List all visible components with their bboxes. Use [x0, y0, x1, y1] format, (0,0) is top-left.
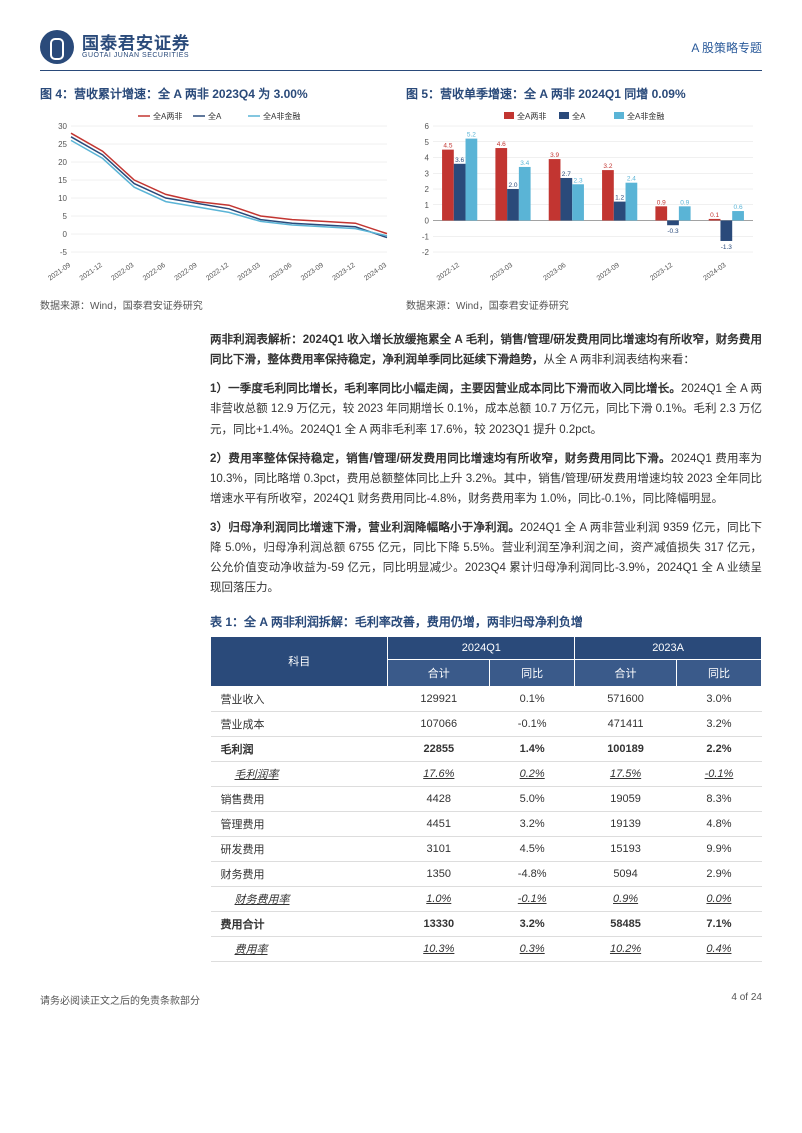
svg-text:-5: -5 — [60, 248, 68, 257]
svg-text:全A非金融: 全A非金融 — [627, 111, 664, 121]
svg-text:0: 0 — [425, 217, 430, 226]
svg-text:0: 0 — [63, 230, 68, 239]
svg-text:-1: -1 — [422, 232, 430, 241]
svg-text:20: 20 — [58, 158, 67, 167]
svg-text:25: 25 — [58, 140, 67, 149]
svg-text:-1.3: -1.3 — [721, 244, 733, 251]
svg-text:全A两非: 全A两非 — [153, 111, 182, 121]
disclaimer: 请务必阅读正文之后的免责条款部分 — [40, 992, 200, 1007]
svg-text:1.2: 1.2 — [615, 195, 624, 202]
paragraph-2: 1）一季度毛利同比增长，毛利率同比小幅走阔，主要因营业成本同比下滑而收入同比增长… — [210, 379, 762, 439]
svg-text:全A非金融: 全A非金融 — [263, 111, 300, 121]
chart-5-title: 图 5：营收单季增速：全 A 两非 2024Q1 同增 0.09% — [406, 85, 762, 102]
svg-text:全A: 全A — [572, 111, 586, 121]
chart-4-svg: -5 0 5 10 15 20 25 30 2021-09 2021-12 2022-03 2022-… — [40, 108, 396, 288]
table-row: 销售费用44285.0%190598.3% — [211, 786, 762, 811]
chart-5: 图 5：营收单季增速：全 A 两非 2024Q1 同增 0.09% -2 -1 0 1… — [406, 85, 762, 312]
svg-text:5: 5 — [63, 212, 68, 221]
chart-4-title: 图 4：营收累计增速：全 A 两非 2023Q4 为 3.00% — [40, 85, 396, 102]
svg-text:10: 10 — [58, 194, 67, 203]
svg-text:0.9: 0.9 — [680, 199, 689, 206]
table-row: 财务费用率1.0%-0.1%0.9%0.0% — [211, 886, 762, 911]
svg-text:1: 1 — [425, 201, 430, 210]
svg-text:2021-12: 2021-12 — [79, 262, 104, 283]
charts-row: 图 4：营收累计增速：全 A 两非 2023Q4 为 3.00% -505101… — [40, 85, 762, 312]
svg-text:5.2: 5.2 — [467, 132, 476, 139]
svg-text:2022-06: 2022-06 — [142, 262, 167, 283]
svg-text:0.1: 0.1 — [710, 212, 719, 219]
svg-text:2023-06: 2023-06 — [542, 262, 567, 283]
svg-text:3.4: 3.4 — [520, 160, 529, 167]
paragraph-4: 3）归母净利润同比增速下滑，营业利润降幅略小于净利润。2024Q1 全 A 两非… — [210, 518, 762, 599]
svg-text:2.3: 2.3 — [574, 177, 583, 184]
body-text: 两非利润表解析：2024Q1 收入增长放缓拖累全 A 毛利，销售/管理/研发费用… — [210, 330, 762, 599]
table-row: 营业收入1299210.1%5716003.0% — [211, 686, 762, 711]
svg-text:0.6: 0.6 — [734, 204, 743, 211]
table-1: 科目2024Q12023A合计同比合计同比营业收入1299210.1%57160… — [210, 636, 762, 962]
svg-text:3: 3 — [425, 169, 430, 178]
svg-text:2.0: 2.0 — [508, 182, 517, 189]
table-1-title: 表 1：全 A 两非利润拆解：毛利率改善，费用仍增，两非归母净利负增 — [210, 613, 762, 630]
doc-type: A 股策略专题 — [691, 39, 762, 56]
svg-text:2022-03: 2022-03 — [110, 262, 135, 283]
svg-text:2023-09: 2023-09 — [596, 262, 621, 283]
svg-text:2022-09: 2022-09 — [173, 262, 198, 283]
svg-text:3.2: 3.2 — [603, 163, 612, 170]
svg-text:2023-03: 2023-03 — [237, 262, 262, 283]
svg-text:全A两非: 全A两非 — [517, 111, 546, 121]
logo: 国泰君安证券 GUOTAI JUNAN SECURITIES — [40, 30, 190, 64]
svg-text:2023-09: 2023-09 — [300, 262, 325, 283]
svg-text:0.9: 0.9 — [657, 199, 666, 206]
chart-4: 图 4：营收累计增速：全 A 两非 2023Q4 为 3.00% -5 0 5 10 1… — [40, 85, 396, 312]
svg-text:5: 5 — [425, 138, 430, 147]
footer: 请务必阅读正文之后的免责条款部分 4 of 24 — [40, 984, 762, 1007]
svg-text:6: 6 — [425, 122, 430, 131]
svg-text:2024-03: 2024-03 — [702, 262, 727, 283]
company-name-cn: 国泰君安证券 — [82, 35, 190, 52]
table-row: 费用合计133303.2%584857.1% — [211, 911, 762, 936]
svg-text:2.4: 2.4 — [627, 176, 636, 183]
svg-text:2: 2 — [425, 185, 430, 194]
svg-text:2023-12: 2023-12 — [649, 262, 674, 283]
table-row: 毛利润率17.6%0.2%17.5%-0.1% — [211, 761, 762, 786]
paragraph-1: 两非利润表解析：2024Q1 收入增长放缓拖累全 A 毛利，销售/管理/研发费用… — [210, 330, 762, 370]
svg-text:15: 15 — [58, 176, 67, 185]
table-row: 研发费用31014.5%151939.9% — [211, 836, 762, 861]
chart-4-source: 数据来源：Wind，国泰君安证券研究 — [40, 297, 396, 312]
svg-text:-2: -2 — [422, 248, 430, 257]
svg-text:2023-03: 2023-03 — [489, 262, 514, 283]
svg-text:全A: 全A — [208, 111, 222, 121]
table-row: 费用率10.3%0.3%10.2%0.4% — [211, 936, 762, 961]
chart-5-svg: -2 -1 0 1 2 3 4 5 6 全A两非 全A 全A非金融 2022-12 4.53.6 5.2 20… — [406, 108, 762, 288]
company-name-en: GUOTAI JUNAN SECURITIES — [82, 52, 190, 59]
table-row: 毛利润228551.4%1001892.2% — [211, 736, 762, 761]
svg-text:4.6: 4.6 — [497, 141, 506, 148]
svg-text:2022-12: 2022-12 — [205, 262, 230, 283]
svg-text:2021-09: 2021-09 — [47, 262, 72, 283]
page-header: 国泰君安证券 GUOTAI JUNAN SECURITIES A 股策略专题 — [40, 30, 762, 71]
svg-text:2023-06: 2023-06 — [268, 262, 293, 283]
table-row: 财务费用1350-4.8%50942.9% — [211, 861, 762, 886]
svg-text:2022-12: 2022-12 — [436, 262, 461, 283]
svg-text:-0.3: -0.3 — [667, 228, 679, 235]
svg-text:2.7: 2.7 — [562, 171, 571, 178]
svg-text:4.5: 4.5 — [443, 143, 452, 150]
table-row: 营业成本107066-0.1%4714113.2% — [211, 711, 762, 736]
logo-icon — [40, 30, 74, 64]
page-number: 4 of 24 — [731, 992, 762, 1007]
svg-text:2023-12: 2023-12 — [331, 262, 356, 283]
chart-5-source: 数据来源：Wind，国泰君安证券研究 — [406, 297, 762, 312]
svg-text:30: 30 — [58, 122, 67, 131]
svg-text:3.6: 3.6 — [455, 157, 464, 164]
svg-text:2024-03: 2024-03 — [363, 262, 388, 283]
svg-text:3.9: 3.9 — [550, 152, 559, 159]
svg-text:4: 4 — [425, 154, 430, 163]
paragraph-3: 2）费用率整体保持稳定，销售/管理/研发费用同比增速均有所收窄，财务费用同比下滑… — [210, 449, 762, 509]
table-row: 管理费用44513.2%191394.8% — [211, 811, 762, 836]
